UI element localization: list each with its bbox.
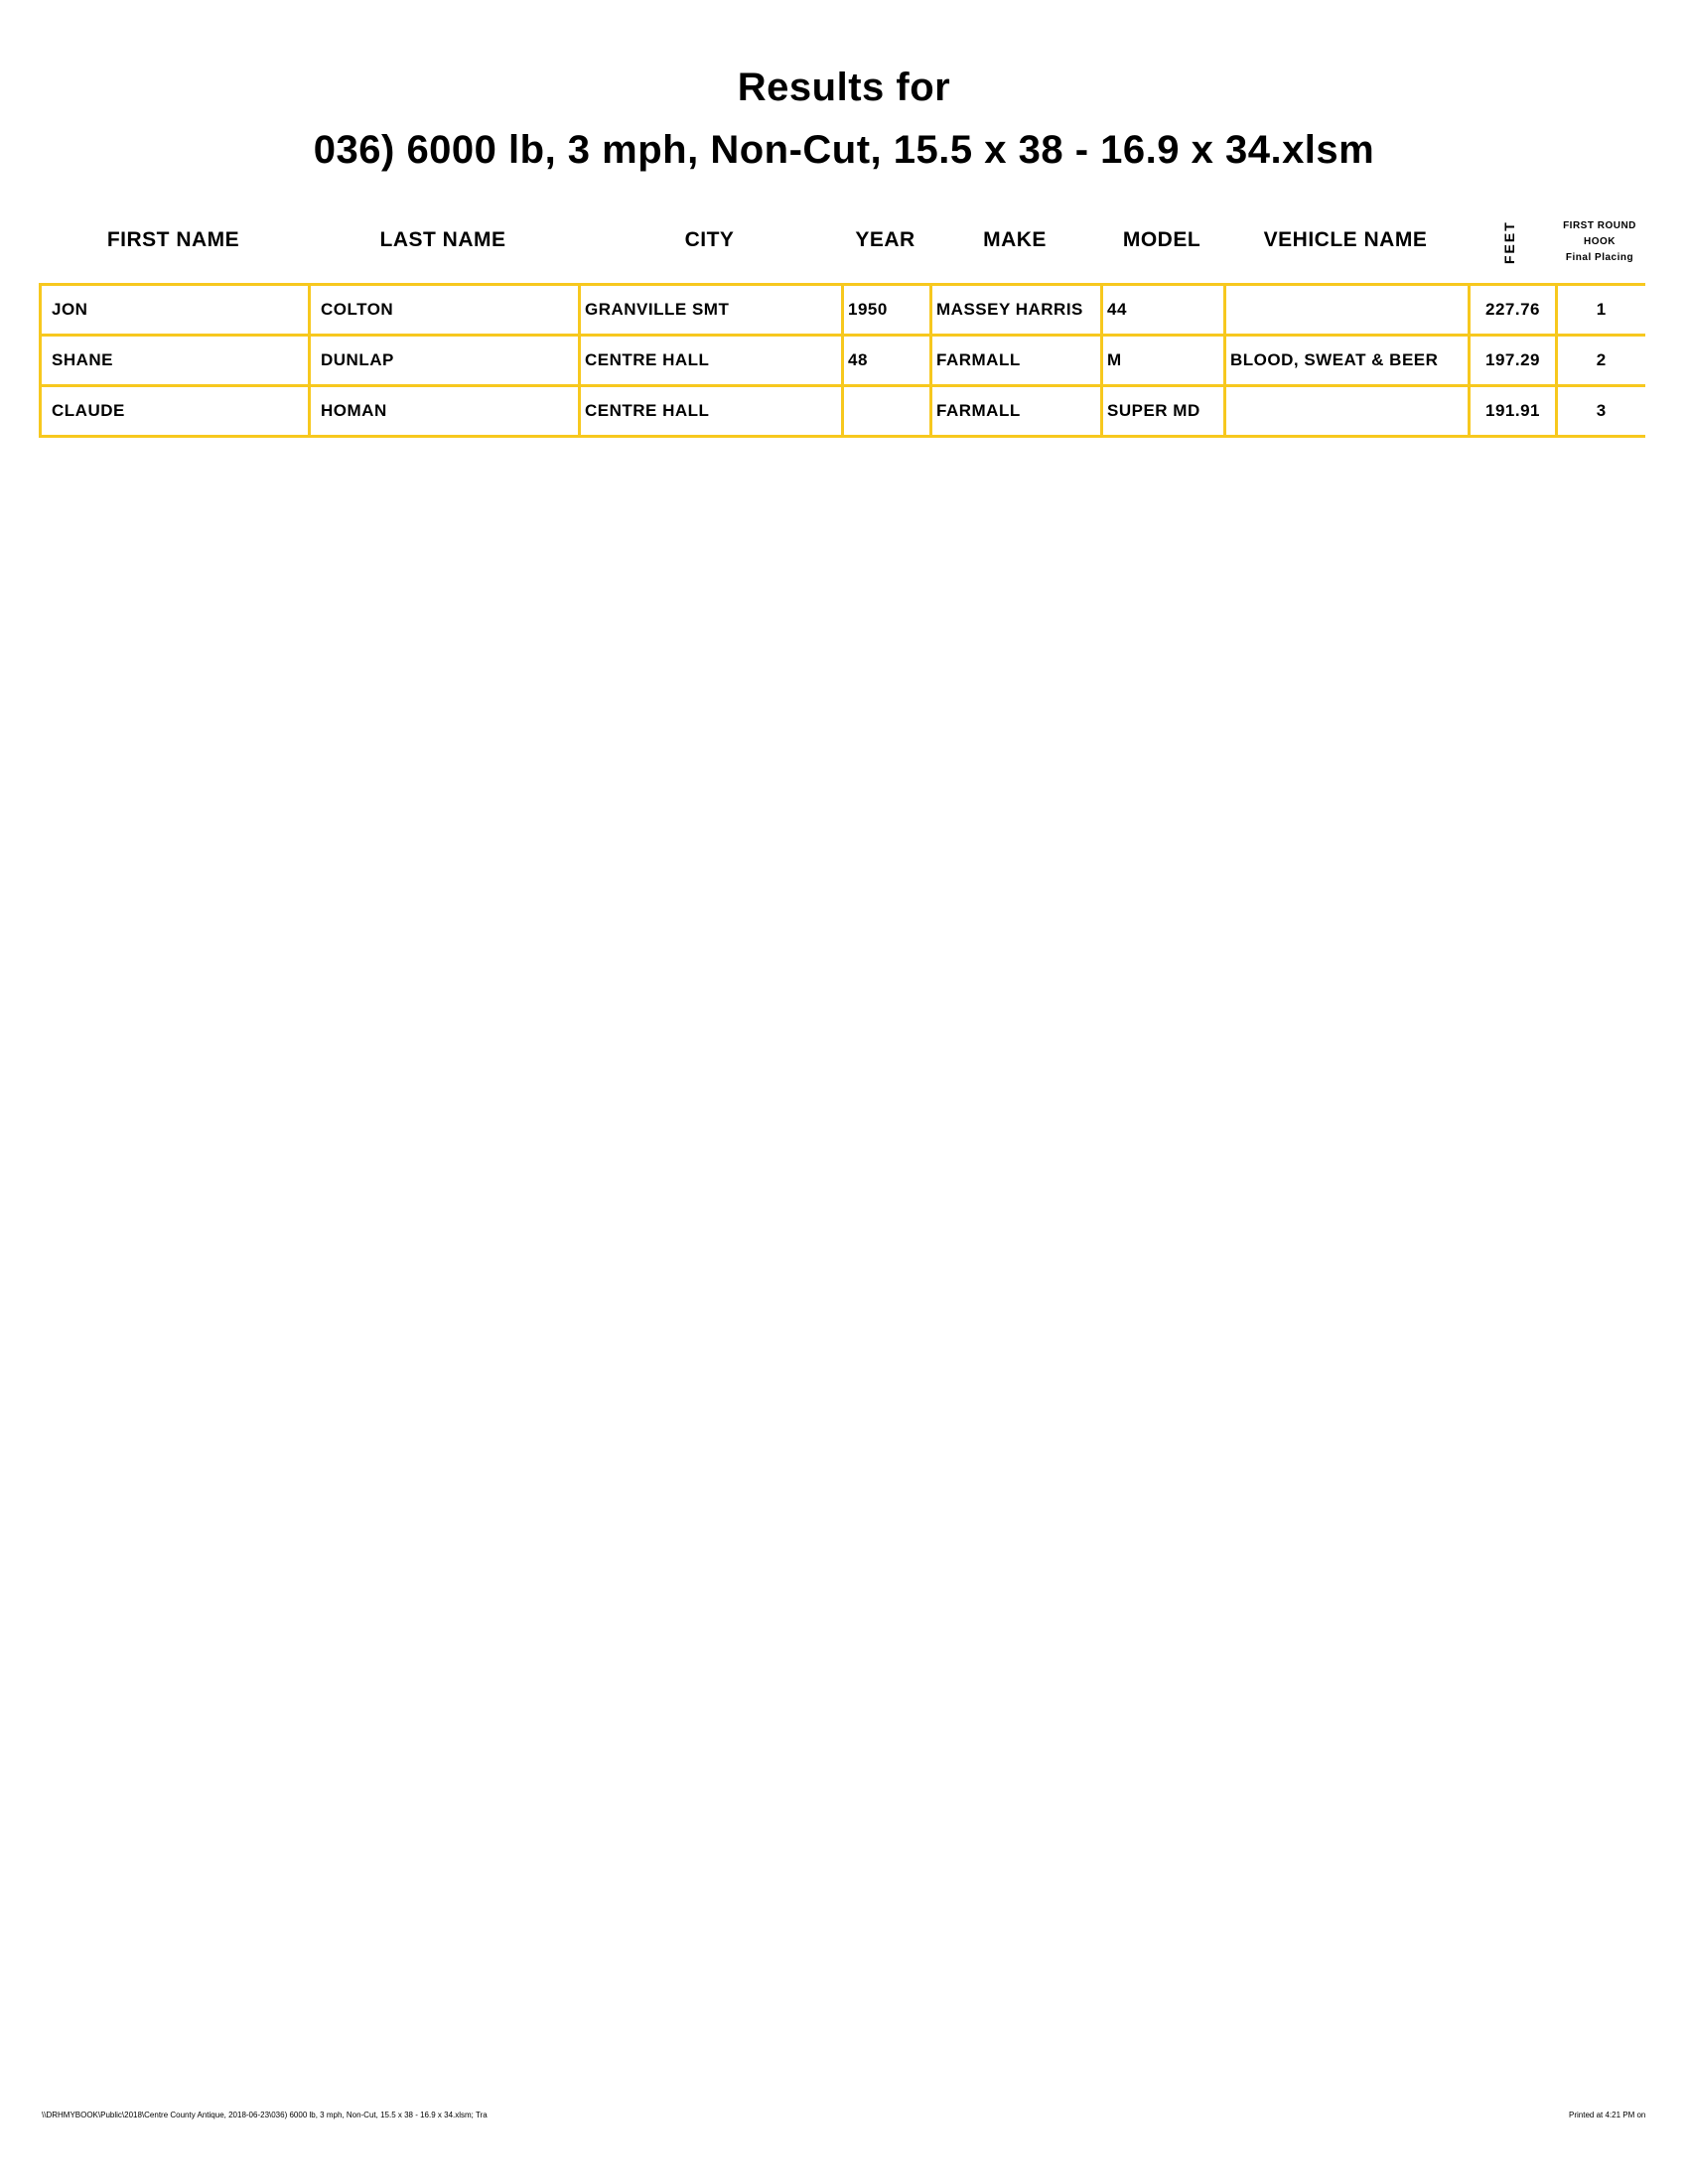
header-first-name: FIRST NAME: [106, 228, 240, 251]
header-placing-line1: FIRST ROUND: [1563, 220, 1636, 231]
cell-last-name: COLTON: [308, 283, 581, 337]
table-row: SHANE DUNLAP CENTRE HALL 48 FARMALL M BLOOD, S…: [39, 334, 1645, 387]
cell-city: CENTRE HALL: [578, 384, 844, 438]
cell-make: MASSEY HARRIS: [929, 283, 1103, 337]
header-placing-line3: Final Placing: [1565, 252, 1634, 263]
table-row: CLAUDE HOMAN CENTRE HALL FARMALL SUPER MD 191…: [39, 384, 1645, 438]
table-row: JON COLTON GRANVILLE SMT 1950 MASSEY HARRIS 4…: [39, 283, 1645, 337]
cell-make: FARMALL: [929, 384, 1103, 438]
header-last-name: LAST NAME: [379, 228, 506, 251]
page-title: Results for: [737, 66, 951, 109]
cell-model: 44: [1100, 283, 1226, 337]
header-feet: FEET: [1501, 220, 1517, 264]
results-table: JON COLTON GRANVILLE SMT 1950 MASSEY HARRIS 4…: [39, 283, 1645, 438]
cell-vehicle-name: BLOOD, SWEAT & BEER: [1223, 334, 1471, 387]
cell-year: 48: [841, 334, 932, 387]
cell-placing: 1: [1555, 283, 1645, 337]
page-subtitle: 036) 6000 lb, 3 mph, Non-Cut, 15.5 x 38 …: [313, 128, 1375, 172]
cell-first-name: JON: [39, 283, 311, 337]
footer-path: \\DRHMYBOOK\Public\2018\Centre County An…: [42, 2111, 488, 2119]
cell-feet: 227.76: [1468, 283, 1558, 337]
cell-feet: 197.29: [1468, 334, 1558, 387]
cell-make: FARMALL: [929, 334, 1103, 387]
header-placing-line2: HOOK: [1584, 236, 1616, 247]
cell-vehicle-name: [1223, 384, 1471, 438]
header-vehicle-name: VEHICLE NAME: [1263, 228, 1428, 251]
header-placing: FIRST ROUND HOOK Final Placing: [1555, 218, 1644, 266]
header-year: YEAR: [855, 228, 915, 251]
header-make: MAKE: [983, 228, 1047, 251]
cell-vehicle-name: [1223, 283, 1471, 337]
footer-printed: Printed at 4:21 PM on: [1569, 2111, 1646, 2119]
header-model: MODEL: [1122, 228, 1201, 251]
cell-first-name: CLAUDE: [39, 384, 311, 438]
cell-placing: 3: [1555, 384, 1645, 438]
cell-placing: 2: [1555, 334, 1645, 387]
cell-feet: 191.91: [1468, 384, 1558, 438]
cell-last-name: HOMAN: [308, 384, 581, 438]
cell-last-name: DUNLAP: [308, 334, 581, 387]
cell-model: M: [1100, 334, 1226, 387]
cell-first-name: SHANE: [39, 334, 311, 387]
cell-year: [841, 384, 932, 438]
header-city: CITY: [684, 228, 735, 251]
cell-model: SUPER MD: [1100, 384, 1226, 438]
cell-year: 1950: [841, 283, 932, 337]
cell-city: GRANVILLE SMT: [578, 283, 844, 337]
cell-city: CENTRE HALL: [578, 334, 844, 387]
